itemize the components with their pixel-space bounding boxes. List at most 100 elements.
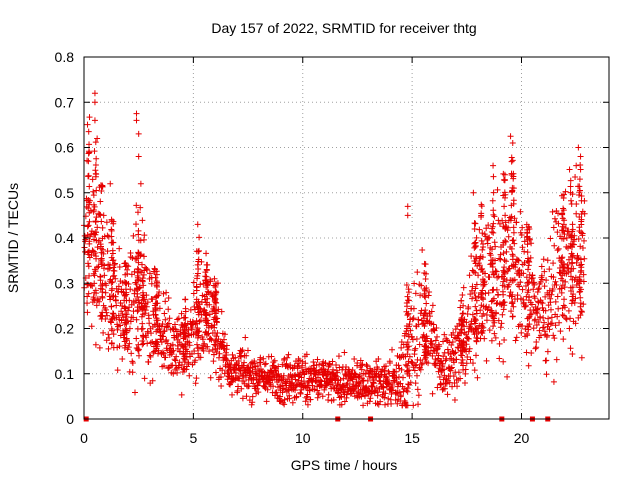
data-point [422,275,429,282]
data-point [312,378,319,385]
data-point [517,279,524,286]
data-point [569,351,576,358]
data-point [412,380,419,387]
data-point [219,367,226,374]
data-point [404,351,411,358]
data-point [459,310,466,317]
data-point [560,207,567,214]
data-point [165,306,172,313]
data-point [488,308,495,315]
data-point [172,357,179,364]
data-point [110,264,117,271]
data-point [347,371,354,378]
data-point [543,277,550,284]
data-point [565,307,572,314]
data-point [194,221,201,228]
data-point [279,361,286,368]
data-point [196,354,203,361]
data-point [438,358,445,365]
data-point [459,360,466,367]
data-point [170,370,177,377]
data-point [128,350,135,357]
data-point [476,262,483,269]
data-point [508,245,515,252]
data-point [422,320,429,327]
data-point [425,360,432,367]
data-point [90,206,97,213]
data-point [98,312,105,319]
data-point [488,337,495,344]
data-point [525,326,532,333]
data-point [110,311,117,318]
data-point [211,275,218,282]
data-point [133,281,140,288]
data-point [140,333,147,340]
data-point [508,213,515,220]
data-point [133,335,140,342]
data-point [492,334,499,341]
data-point [495,317,502,324]
data-point [111,267,118,274]
data-point [337,376,344,383]
data-point [245,383,252,389]
data-point [562,188,569,195]
data-point [108,316,115,323]
data-point [123,311,130,318]
data-point [412,362,419,369]
data-point [523,349,530,356]
data-point [153,345,160,352]
data-point [224,369,231,376]
data-point [197,317,204,324]
data-point [359,361,366,368]
data-point [191,306,198,313]
data-point [123,320,130,327]
data-point [534,305,541,312]
data-point [510,229,517,236]
data-point [501,337,508,344]
data-point [505,233,512,240]
data-point [533,338,540,345]
data-point [93,214,100,221]
data-point [360,402,367,409]
data-point [261,369,268,376]
data-point [84,293,91,300]
data-point [509,237,516,244]
data-point [96,298,103,305]
data-point [401,397,408,404]
data-point [137,180,144,187]
data-point [194,341,201,348]
data-point [405,297,412,304]
data-point [181,365,188,372]
data-point [497,324,504,331]
data-point [398,366,405,373]
data-point [474,374,481,381]
data-point [322,360,329,367]
y-tick-label: 0.3 [55,275,75,291]
data-point [86,218,93,225]
data-point [489,197,496,204]
data-point [467,291,474,298]
data-point [195,266,202,273]
data-point [451,350,458,357]
data-point [133,110,140,117]
data-point [526,293,533,300]
data-point [472,303,479,310]
data-point [537,278,544,285]
data-point [303,351,310,358]
data-point [559,254,566,261]
data-point [524,229,531,236]
data-point [486,234,493,241]
data-point [203,273,210,280]
data-point [558,289,565,296]
data-point [114,326,121,333]
data-point [560,205,567,212]
data-point [161,362,168,369]
data-point [466,345,473,352]
data-point [498,320,505,327]
data-point [473,281,480,288]
data-point [481,335,488,342]
data-point [330,384,337,391]
data-point [91,148,98,155]
data-point [569,228,576,235]
data-point [213,289,220,296]
